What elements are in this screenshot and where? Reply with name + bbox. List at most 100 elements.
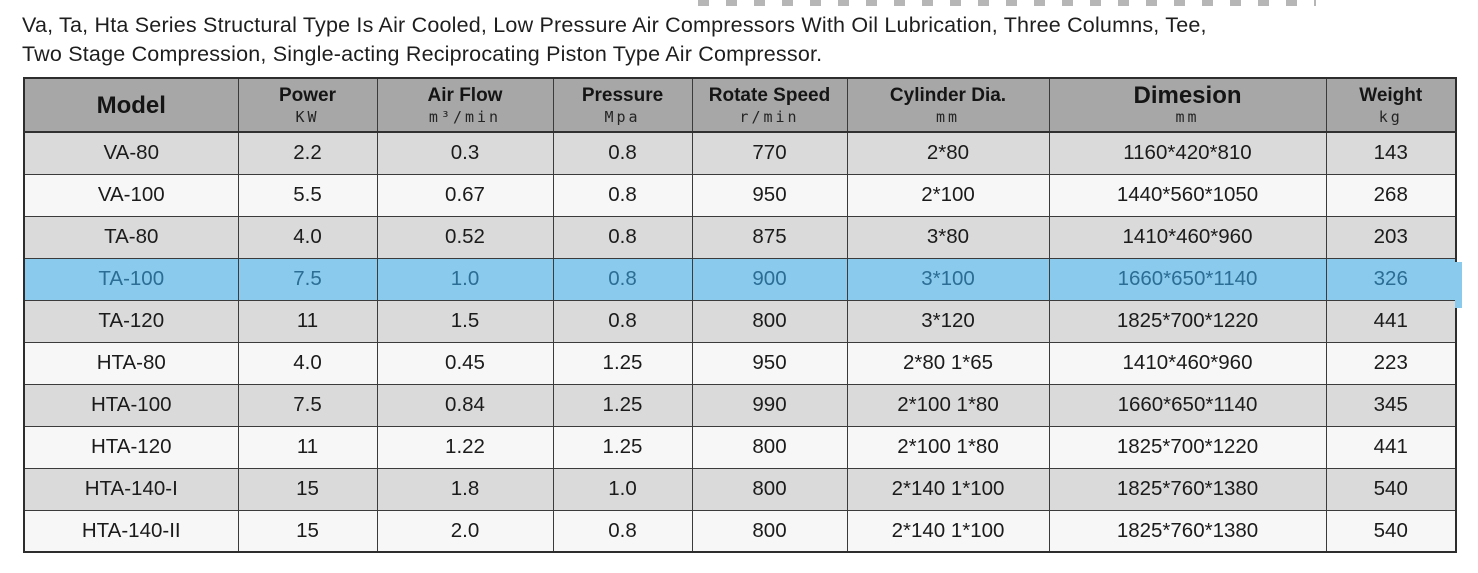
cell-weight: 441 (1325, 299, 1457, 343)
highlight-row-overflow (1455, 262, 1462, 308)
cell-pressure: 0.8 (552, 509, 693, 553)
cell-air_flow: 0.84 (376, 383, 554, 427)
cell-rotate_speed: 800 (691, 425, 848, 469)
cell-model: HTA-140-I (23, 467, 239, 511)
col-label: Pressure (581, 85, 664, 106)
cell-power: 11 (237, 299, 378, 343)
col-label: Power (278, 85, 337, 106)
table-row[interactable]: TA-120 11 1.5 0.8 800 3*120 1825*700*1220 441 (23, 299, 1457, 343)
col-header-air-flow: Air Flow m³/min (376, 77, 554, 133)
cell-cylinder_dia: 2*100 1*80 (846, 383, 1050, 427)
table-row[interactable]: TA-100 7.5 1.0 0.8 900 3*100 1660*650*1140 326 (23, 257, 1457, 301)
header-row: Model Power KW Air Flow m³/min Pressure … (23, 77, 1457, 133)
cell-air_flow: 0.67 (376, 173, 554, 217)
cell-weight: 441 (1325, 425, 1457, 469)
cell-cylinder_dia: 2*140 1*100 (846, 467, 1050, 511)
cell-power: 5.5 (237, 173, 378, 217)
col-unit: m³/min (428, 108, 502, 126)
cell-dimension: 1660*650*1140 (1048, 257, 1327, 301)
cell-rotate_speed: 950 (691, 173, 848, 217)
cell-dimension: 1410*460*960 (1048, 341, 1327, 385)
table-row[interactable]: TA-80 4.0 0.52 0.8 875 3*80 1410*460*960 203 (23, 215, 1457, 259)
table-row[interactable]: HTA-80 4.0 0.45 1.25 950 2*80 1*65 1410*460*96… (23, 341, 1457, 385)
cell-air_flow: 1.5 (376, 299, 554, 343)
cell-pressure: 0.8 (552, 299, 693, 343)
cell-rotate_speed: 800 (691, 509, 848, 553)
cell-model: HTA-120 (23, 425, 239, 469)
cell-model: VA-100 (23, 173, 239, 217)
cell-cylinder_dia: 2*80 (846, 131, 1050, 175)
table-body: VA-80 2.2 0.3 0.8 770 2*80 1160*420*810 143 VA-1… (23, 131, 1457, 553)
cell-air_flow: 1.22 (376, 425, 554, 469)
intro-line-1: Va, Ta, Hta Series Structural Type Is Ai… (22, 13, 1207, 37)
cell-cylinder_dia: 3*80 (846, 215, 1050, 259)
cell-air_flow: 0.3 (376, 131, 554, 175)
cell-pressure: 1.0 (552, 467, 693, 511)
cell-pressure: 0.8 (552, 173, 693, 217)
cell-power: 2.2 (237, 131, 378, 175)
cell-power: 7.5 (237, 257, 378, 301)
cell-air_flow: 0.45 (376, 341, 554, 385)
cell-model: TA-80 (23, 215, 239, 259)
cell-cylinder_dia: 2*100 1*80 (846, 425, 1050, 469)
col-label: Rotate Speed (708, 85, 831, 106)
cell-weight: 223 (1325, 341, 1457, 385)
cell-power: 4.0 (237, 215, 378, 259)
col-header-model: Model (23, 77, 239, 133)
cell-weight: 268 (1325, 173, 1457, 217)
cell-power: 4.0 (237, 341, 378, 385)
col-header-power: Power KW (237, 77, 378, 133)
cell-dimension: 1410*460*960 (1048, 215, 1327, 259)
col-unit: Mpa (604, 108, 641, 126)
cell-power: 11 (237, 425, 378, 469)
col-label: Cylinder Dia. (889, 85, 1007, 106)
col-header-pressure: Pressure Mpa (552, 77, 693, 133)
table-row[interactable]: HTA-140-I 15 1.8 1.0 800 2*140 1*100 1825*760*… (23, 467, 1457, 511)
cell-dimension: 1825*760*1380 (1048, 467, 1327, 511)
cell-weight: 143 (1325, 131, 1457, 175)
cell-rotate_speed: 800 (691, 299, 848, 343)
table-header: Model Power KW Air Flow m³/min Pressure … (23, 77, 1457, 133)
cell-cylinder_dia: 2*80 1*65 (846, 341, 1050, 385)
cell-model: HTA-100 (23, 383, 239, 427)
col-unit: r/min (739, 108, 800, 126)
cell-power: 15 (237, 509, 378, 553)
cell-power: 15 (237, 467, 378, 511)
spec-table-wrap: Model Power KW Air Flow m³/min Pressure … (23, 77, 1462, 553)
cell-weight: 540 (1325, 509, 1457, 553)
cell-pressure: 1.25 (552, 383, 693, 427)
cell-dimension: 1825*760*1380 (1048, 509, 1327, 553)
col-unit: KW (295, 108, 320, 126)
cell-model: VA-80 (23, 131, 239, 175)
cell-cylinder_dia: 3*100 (846, 257, 1050, 301)
cell-model: TA-120 (23, 299, 239, 343)
cell-weight: 203 (1325, 215, 1457, 259)
cell-air_flow: 1.0 (376, 257, 554, 301)
table-row[interactable]: HTA-100 7.5 0.84 1.25 990 2*100 1*80 1660*650*… (23, 383, 1457, 427)
cell-model: HTA-140-II (23, 509, 239, 553)
table-row[interactable]: HTA-120 11 1.22 1.25 800 2*100 1*80 1825*700*1… (23, 425, 1457, 469)
col-label: Air Flow (427, 85, 503, 106)
cell-dimension: 1825*700*1220 (1048, 299, 1327, 343)
table-row[interactable]: VA-80 2.2 0.3 0.8 770 2*80 1160*420*810 143 (23, 131, 1457, 175)
cell-cylinder_dia: 2*140 1*100 (846, 509, 1050, 553)
cell-model: HTA-80 (23, 341, 239, 385)
cropped-text-remnant (698, 0, 1316, 6)
cell-dimension: 1660*650*1140 (1048, 383, 1327, 427)
cell-cylinder_dia: 3*120 (846, 299, 1050, 343)
col-header-dimension: Dimesion mm (1048, 77, 1327, 133)
cell-air_flow: 1.8 (376, 467, 554, 511)
col-header-rotate-speed: Rotate Speed r/min (691, 77, 848, 133)
col-header-weight: Weight kg (1325, 77, 1457, 133)
cell-model: TA-100 (23, 257, 239, 301)
cell-air_flow: 0.52 (376, 215, 554, 259)
col-unit: mm (935, 108, 961, 126)
cell-air_flow: 2.0 (376, 509, 554, 553)
col-label: Model (96, 91, 166, 119)
col-unit: mm (1175, 108, 1200, 126)
cell-pressure: 0.8 (552, 131, 693, 175)
cell-rotate_speed: 800 (691, 467, 848, 511)
table-row[interactable]: VA-100 5.5 0.67 0.8 950 2*100 1440*560*1050 268 (23, 173, 1457, 217)
cell-pressure: 0.8 (552, 257, 693, 301)
table-row[interactable]: HTA-140-II 15 2.0 0.8 800 2*140 1*100 1825*760… (23, 509, 1457, 553)
